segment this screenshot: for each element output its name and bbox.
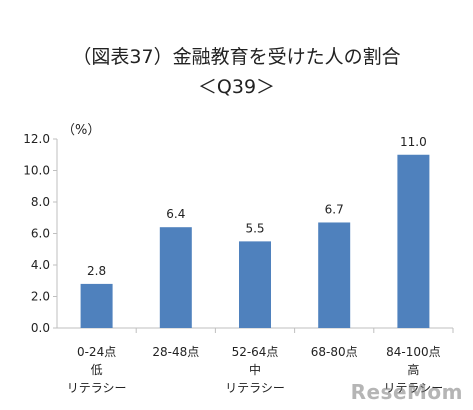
chart-title: （図表37）金融教育を受けた人の割合 bbox=[72, 46, 401, 68]
bar bbox=[318, 222, 351, 328]
data-label: 11.0 bbox=[400, 135, 427, 149]
x-tick-label: 0-24点 bbox=[77, 345, 116, 359]
labels: 0.0 2.0 4.0 6.0 8.0 10.0 12.0 （%） 2.8 0-24点低リテラシー… bbox=[23, 123, 443, 395]
x-tick-label: 68-80点 bbox=[311, 345, 358, 359]
x-tick-label: 低 bbox=[91, 363, 103, 377]
bar bbox=[397, 154, 430, 328]
x-tick-label: リテラシー bbox=[225, 381, 285, 395]
x-tick-label: 高 bbox=[407, 362, 419, 377]
y-tick-label: 0.0 bbox=[31, 321, 50, 335]
bar bbox=[159, 227, 192, 328]
y-tick-label: 6.0 bbox=[31, 227, 50, 241]
bar bbox=[239, 241, 271, 328]
chart-subtitle: ＜Q39＞ bbox=[197, 76, 276, 98]
logo-watermark: ReseMom bbox=[350, 380, 463, 404]
x-tick-label: 84-100点 bbox=[386, 345, 441, 359]
data-label: 5.5 bbox=[245, 221, 264, 235]
y-tick-label: 10.0 bbox=[23, 164, 50, 178]
bars bbox=[80, 154, 430, 328]
y-tick-label: 2.0 bbox=[31, 290, 50, 304]
y-tick-label: 4.0 bbox=[31, 258, 50, 272]
y-tick-label: 8.0 bbox=[31, 195, 50, 209]
data-label: 2.8 bbox=[87, 264, 106, 278]
data-label: 6.7 bbox=[325, 202, 344, 216]
y-tick-label: 12.0 bbox=[23, 132, 50, 146]
x-tick-label: リテラシー bbox=[384, 381, 444, 395]
x-tick-label: リテラシー bbox=[67, 381, 127, 395]
bar bbox=[80, 283, 113, 328]
y-unit-label: （%） bbox=[62, 123, 100, 138]
x-tick-label: 52-64点 bbox=[232, 345, 279, 359]
data-label: 6.4 bbox=[166, 207, 185, 221]
x-tick-label: 中 bbox=[249, 362, 261, 377]
x-tick-label: 28-48点 bbox=[152, 345, 199, 359]
